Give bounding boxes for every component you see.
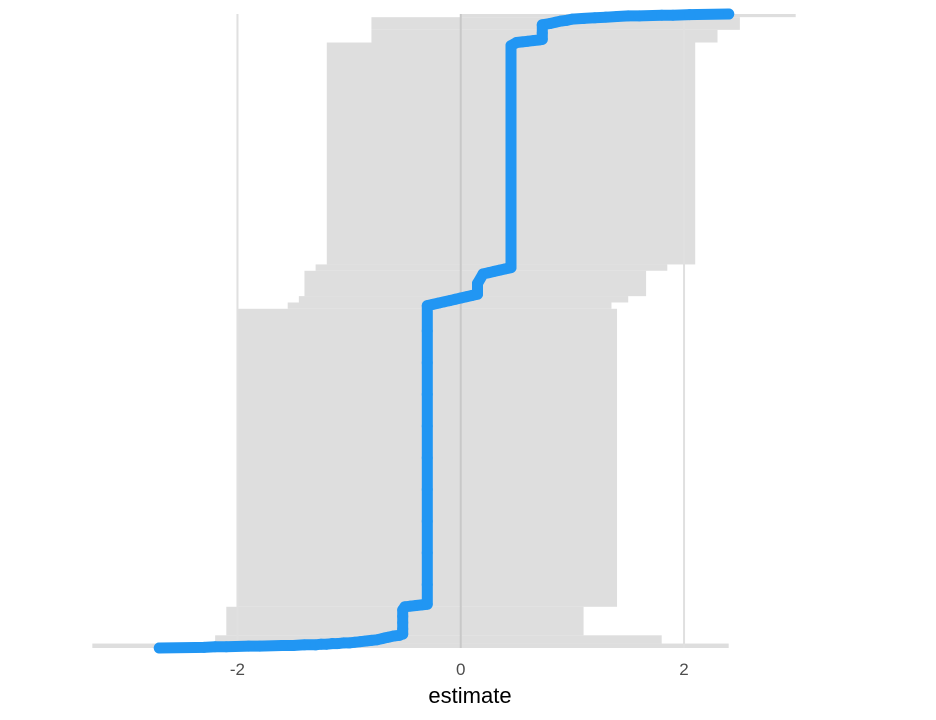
- interval-band-1: [215, 635, 662, 644]
- estimate-point-54: [472, 288, 483, 300]
- estimate-point-64: [505, 167, 517, 178]
- estimate-point-42: [421, 388, 433, 400]
- interval-band-0: [92, 643, 729, 648]
- x-axis-title: estimate: [428, 683, 511, 708]
- estimate-point-87: [633, 10, 645, 22]
- estimate-point-82: [578, 12, 590, 24]
- estimate-point-35: [421, 598, 433, 610]
- estimate-point-85: [611, 11, 623, 23]
- estimate-point-90: [684, 9, 696, 21]
- estimate-point-44: [421, 325, 433, 337]
- estimate-point-40: [421, 452, 433, 464]
- estimate-point-86: [622, 10, 634, 22]
- estimate-point-81: [566, 13, 578, 25]
- estimate-point-67: [505, 71, 517, 83]
- gridlines: [236, 14, 686, 648]
- estimate-points: [153, 8, 735, 654]
- estimate-point-4: [243, 640, 255, 652]
- x-tick-label--2: -2: [230, 660, 245, 679]
- estimate-point-91: [723, 8, 735, 20]
- estimate-point-39: [421, 484, 433, 495]
- estimate-point-8: [298, 639, 310, 651]
- estimate-point-5: [254, 640, 266, 652]
- estimate-point-61: [505, 262, 517, 274]
- x-tick-labels: -2 0 2: [230, 660, 689, 679]
- estimate-point-6: [276, 639, 288, 651]
- x-tick-label-2: 2: [679, 660, 688, 679]
- estimate-point-2: [209, 641, 221, 653]
- estimate-point-88: [656, 9, 668, 21]
- estimate-point-83: [589, 12, 601, 24]
- x-tick-label-0: 0: [456, 660, 465, 679]
- estimate-point-63: [505, 198, 517, 210]
- estimate-point-38: [421, 515, 433, 527]
- estimate-point-0: [153, 642, 165, 654]
- estimate-point-3: [220, 641, 232, 653]
- estimate-point-84: [600, 11, 612, 23]
- estimate-point-89: [667, 9, 679, 21]
- estimate-point-62: [505, 230, 517, 242]
- estimate-point-1: [198, 641, 210, 653]
- estimate-point-41: [421, 420, 433, 432]
- estimate-point-65: [505, 135, 517, 147]
- estimate-point-43: [421, 357, 433, 369]
- estimate-point-75: [536, 27, 548, 39]
- estimate-point-55: [472, 277, 483, 289]
- estimate-point-7: [287, 639, 299, 651]
- estimate-point-37: [421, 547, 433, 559]
- estimate-point-36: [421, 579, 433, 591]
- interval-bands: [92, 14, 796, 648]
- estimate-point-66: [505, 103, 517, 115]
